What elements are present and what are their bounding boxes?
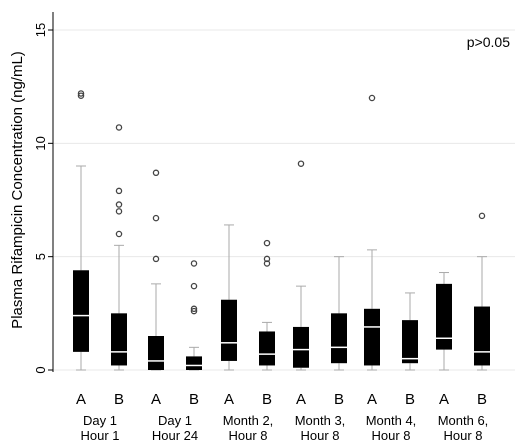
box-6-a (436, 272, 452, 371)
box-label-a: A (367, 391, 377, 408)
box-iqr (402, 320, 418, 364)
group-label-line1: Day 1 (83, 413, 117, 428)
outlier-point (263, 255, 271, 263)
outlier-point (115, 208, 123, 215)
box-label-a: A (439, 391, 449, 408)
p-value-annotation: p>0.05 (467, 34, 510, 50)
grid-lines (53, 29, 515, 371)
box-label-b: B (405, 391, 415, 408)
outlier-point (115, 201, 123, 208)
outlier-point (297, 160, 305, 167)
outlier-point (77, 92, 85, 99)
box-iqr (73, 270, 89, 352)
box-3-b (259, 239, 275, 371)
box-iqr (436, 283, 452, 350)
box-label-b: B (114, 391, 124, 408)
outlier-point (115, 124, 123, 131)
y-axis-label: Plasma Rifampicin Concentration (ng/mL) (9, 51, 26, 329)
group-label-line2: Hour 1 (80, 428, 119, 443)
y-tick-label: 10 (33, 136, 48, 150)
outlier-point (478, 212, 486, 220)
box-5-b (402, 292, 418, 371)
box-iqr (364, 308, 380, 366)
box-iqr (221, 299, 237, 361)
box-iqr (186, 356, 202, 370)
box-iqr (331, 313, 347, 364)
outlier-point (115, 187, 123, 195)
group-label-line2: Hour 24 (152, 428, 198, 443)
box-label-a: A (296, 391, 306, 408)
box-iqr (293, 326, 309, 368)
box-label-b: B (334, 391, 344, 408)
outlier-point (190, 260, 198, 267)
box-iqr (259, 331, 275, 366)
box-4-b (331, 256, 347, 371)
box-series (73, 90, 490, 371)
box-5-a (364, 94, 380, 371)
y-tick-label: 5 (33, 253, 48, 260)
box-iqr (148, 336, 164, 370)
box-label-a: A (151, 391, 161, 408)
box-4-a (293, 160, 309, 371)
box-iqr (111, 313, 127, 366)
outlier-point (152, 169, 160, 177)
outlier-point (190, 282, 198, 290)
box-iqr (474, 306, 490, 366)
group-label-line1: Month 6, (438, 413, 489, 428)
outlier-point (190, 305, 198, 313)
outlier-point (263, 239, 271, 247)
outlier-point (263, 260, 271, 267)
group-label-line2: Hour 8 (300, 428, 339, 443)
box-1-b (111, 124, 127, 371)
outlier-point (77, 90, 85, 97)
y-tick-label: 15 (33, 23, 48, 37)
group-label-line2: Hour 8 (371, 428, 410, 443)
group-label-line2: Hour 8 (228, 428, 267, 443)
box-label-b: B (262, 391, 272, 408)
box-label-a: A (224, 391, 234, 408)
y-tick-label: 0 (33, 366, 48, 373)
group-label-line2: Hour 8 (443, 428, 482, 443)
box-3-a (221, 224, 237, 371)
box-2-a (148, 169, 164, 371)
group-label-line1: Day 1 (158, 413, 192, 428)
group-label-line1: Month 4, (366, 413, 417, 428)
outlier-point (152, 214, 160, 222)
y-axis: 0 5 10 15 (33, 12, 54, 374)
outlier-point (152, 255, 160, 263)
group-label-line1: Month 2, (223, 413, 274, 428)
box-label-b: B (477, 391, 487, 408)
outlier-point (368, 94, 376, 102)
group-label-line1: Month 3, (295, 413, 346, 428)
box-1-a (73, 90, 89, 371)
box-label-b: B (189, 391, 199, 408)
outlier-point (190, 307, 198, 315)
box-2-b (186, 260, 202, 371)
box-6-b (474, 212, 490, 371)
outlier-point (115, 230, 123, 238)
box-label-a: A (76, 391, 86, 408)
